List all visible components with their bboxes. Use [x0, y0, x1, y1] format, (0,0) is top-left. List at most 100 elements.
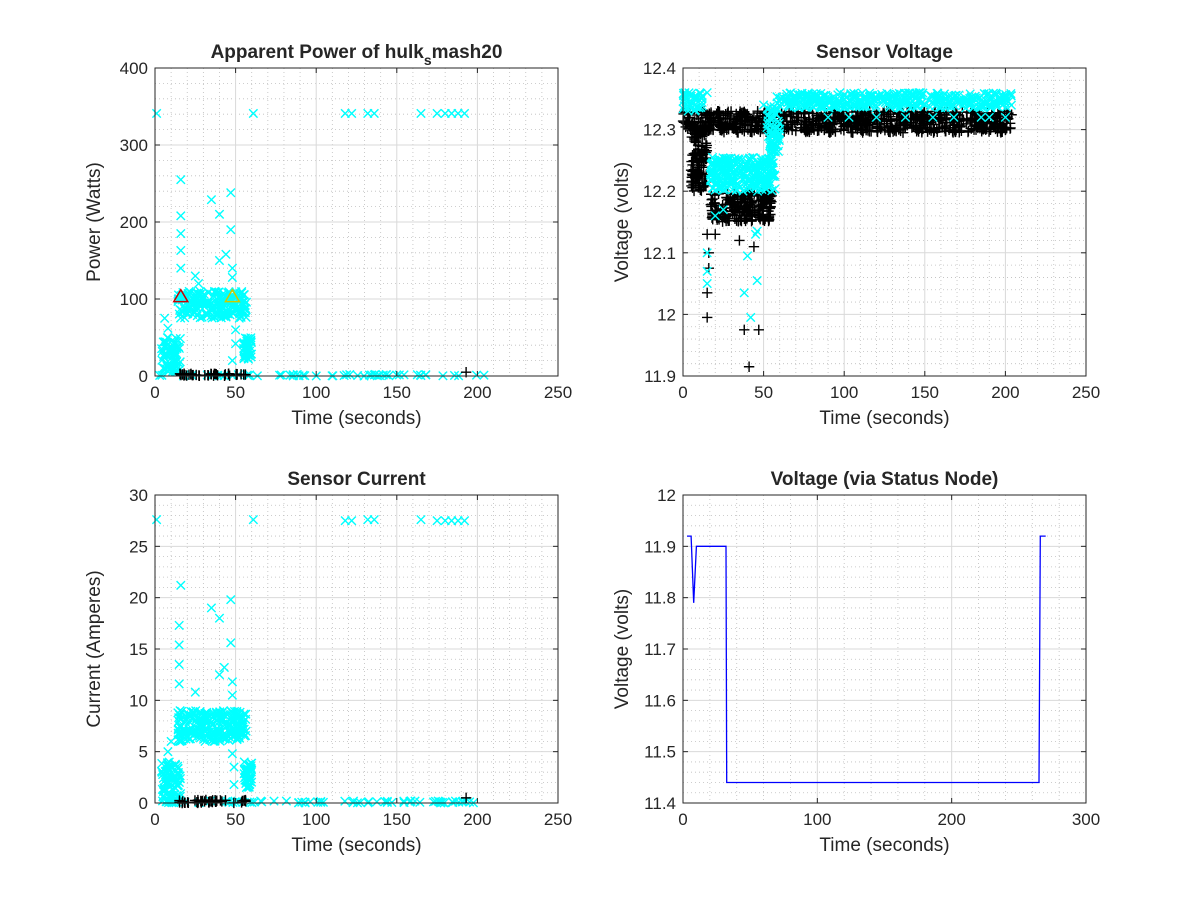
x-tick-label: 100: [803, 810, 831, 829]
data-point: [180, 303, 190, 314]
ticks: 0 100 200 300 11.4 11.5 11.6 11.7 11.8 11.9 12: [644, 486, 1100, 829]
data-point: [748, 241, 760, 252]
data-point: [946, 91, 956, 101]
data-point: [197, 298, 208, 308]
data-point: [686, 97, 697, 107]
x-tick-label: 50: [754, 383, 773, 402]
data-point: [157, 784, 168, 795]
data-point: [682, 123, 693, 134]
data-point: [170, 759, 181, 769]
series-0: [151, 108, 489, 381]
data-point: [215, 711, 226, 722]
data-point: [860, 100, 870, 110]
data-point: [694, 125, 705, 136]
x-tick-label: 250: [1072, 383, 1100, 402]
data-point: [702, 266, 712, 276]
x-tick-label: 200: [991, 383, 1019, 402]
data-point: [904, 88, 914, 99]
data-point: [188, 726, 198, 736]
data-point: [430, 796, 441, 807]
data-point: [237, 307, 248, 317]
chart-title: Sensor Voltage: [816, 42, 953, 63]
data-point: [912, 89, 922, 99]
data-point: [844, 112, 854, 122]
data-point: [176, 228, 186, 239]
data-point: [355, 797, 365, 808]
data-point: [954, 98, 964, 108]
series-1: [174, 366, 472, 381]
y-tick-label: 11.4: [644, 794, 676, 813]
data-point: [298, 370, 308, 380]
data-point: [210, 736, 220, 746]
data-point: [210, 312, 220, 323]
y-tick-label: 25: [129, 537, 148, 556]
data-point: [871, 112, 882, 122]
data-point: [416, 514, 426, 525]
x-axis-label: Time (seconds): [819, 408, 949, 429]
data-point: [706, 117, 717, 129]
chart-title: Sensor Current: [287, 469, 426, 490]
data-point: [245, 773, 255, 783]
data-point: [743, 206, 755, 218]
data-point: [479, 370, 489, 380]
data-point: [269, 796, 279, 806]
data-point: [214, 255, 225, 266]
data-point: [206, 194, 217, 205]
data-point: [702, 87, 712, 98]
data-point: [885, 120, 896, 132]
data-point: [827, 101, 838, 111]
x-tick-label: 150: [911, 383, 939, 402]
data-point: [221, 312, 231, 322]
data-point: [766, 146, 777, 157]
data-point: [387, 797, 397, 808]
data-point: [227, 677, 238, 687]
data-point: [189, 288, 199, 299]
x-tick-label: 100: [302, 383, 330, 402]
data-point: [205, 368, 217, 379]
data-point: [742, 251, 753, 261]
data-point: [753, 324, 764, 335]
data-point: [163, 362, 173, 372]
data-point: [220, 369, 231, 380]
data-point: [850, 123, 861, 134]
data-point: [678, 88, 689, 99]
data-point: [860, 124, 872, 136]
data-point: [185, 734, 196, 744]
data-point: [690, 180, 702, 191]
data-point: [768, 146, 779, 157]
data-point: [732, 113, 743, 125]
y-tick-label: 12.4: [643, 59, 676, 78]
data-point: [804, 126, 815, 138]
data-point: [240, 730, 251, 741]
data-point: [928, 127, 939, 138]
data-point: [819, 124, 830, 136]
data-point: [185, 368, 197, 379]
data-point: [979, 101, 989, 112]
data-point: [702, 248, 712, 258]
data-point: [164, 764, 174, 775]
y-axis-label: Voltage (volts): [612, 589, 633, 709]
data-point: [364, 370, 375, 380]
y-axis-label: Power (Watts): [84, 162, 105, 282]
data-point: [754, 210, 765, 221]
y-tick-label: 12: [657, 305, 676, 324]
series-group: [677, 87, 1017, 372]
data-point: [833, 97, 844, 107]
data-point: [210, 732, 221, 742]
data-point: [432, 108, 442, 119]
data-point: [248, 514, 259, 525]
data-point: [916, 113, 927, 125]
data-point: [449, 370, 460, 381]
data-point: [871, 103, 881, 113]
data-point: [399, 370, 409, 380]
data-point: [211, 795, 222, 806]
data-point: [686, 131, 698, 143]
data-point: [919, 107, 930, 119]
data-point: [889, 89, 899, 99]
data-point: [471, 370, 482, 380]
data-point: [372, 797, 382, 807]
data-point: [767, 186, 777, 196]
chart-title-main: Apparent Power of hulk: [211, 42, 425, 63]
data-point: [774, 100, 784, 110]
data-point: [850, 110, 862, 122]
